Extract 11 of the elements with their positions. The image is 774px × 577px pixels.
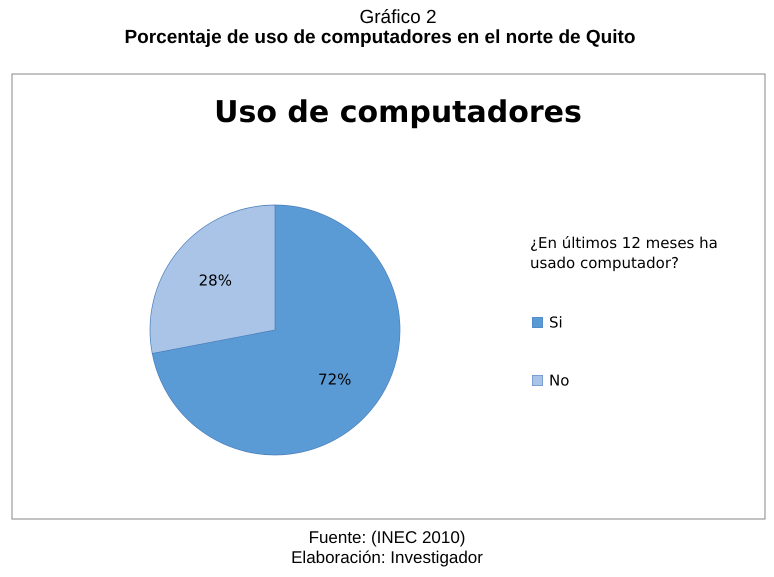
text: Gráfico 2	[359, 7, 437, 28]
data-label: 28%	[198, 272, 232, 290]
legend-title: ¿En últimos 12 meses ha usado computador?	[530, 234, 718, 272]
chart-title: Uso de computadores	[214, 95, 582, 130]
text: Porcentaje de uso de computadores en el norte de Quito	[124, 27, 636, 48]
legend-label: No	[549, 372, 570, 390]
pie-slice	[152, 204, 400, 456]
legend-label: Si	[549, 314, 563, 332]
text: Elaboración: Investigador	[291, 548, 484, 567]
source-note: Fuente: (INEC 2010)	[308, 528, 466, 547]
data-label: 72%	[318, 370, 352, 388]
